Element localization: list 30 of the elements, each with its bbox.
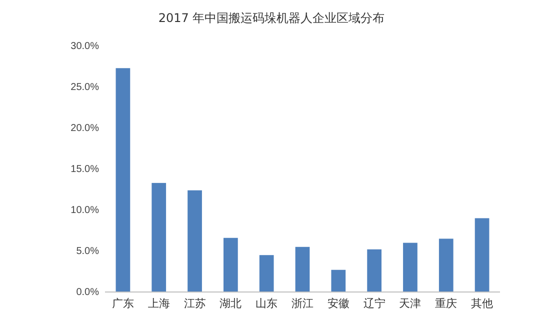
- x-tick-label: 其他: [471, 296, 494, 310]
- x-tick-label: 江苏: [184, 296, 206, 310]
- x-tick-label: 上海: [148, 296, 170, 310]
- bar: [367, 249, 382, 292]
- bar: [438, 238, 454, 292]
- x-tick-label: 湖北: [220, 296, 242, 310]
- y-tick-label: 30.0%: [70, 41, 100, 52]
- x-tick-label: 重庆: [435, 296, 458, 310]
- bar: [188, 190, 202, 292]
- chart-title: 2017 年中国搬运码垛机器人企业区域分布: [158, 11, 385, 25]
- y-tick-label: 10.0%: [70, 205, 100, 216]
- x-tick-label: 山东: [256, 296, 278, 310]
- bar: [295, 246, 310, 292]
- x-tick-label: 广东: [112, 296, 134, 310]
- x-tick-label: 安徽: [327, 296, 350, 310]
- y-tick-label: 0.0%: [76, 287, 100, 298]
- bar: [152, 182, 166, 292]
- x-tick-label: 天津: [399, 296, 422, 310]
- bar: [474, 218, 490, 292]
- bar: [259, 255, 274, 292]
- x-tick-label: 浙江: [292, 296, 314, 310]
- bar: [116, 68, 130, 292]
- y-tick-label: 25.0%: [70, 82, 100, 94]
- y-tick-label: 5.0%: [76, 246, 100, 258]
- x-tick-label: 辽宁: [363, 296, 386, 310]
- y-tick-label: 15.0%: [70, 164, 100, 176]
- bar: [331, 270, 346, 292]
- bar: [403, 242, 418, 292]
- bar: [224, 238, 238, 292]
- y-tick-label: 20.0%: [70, 123, 100, 134]
